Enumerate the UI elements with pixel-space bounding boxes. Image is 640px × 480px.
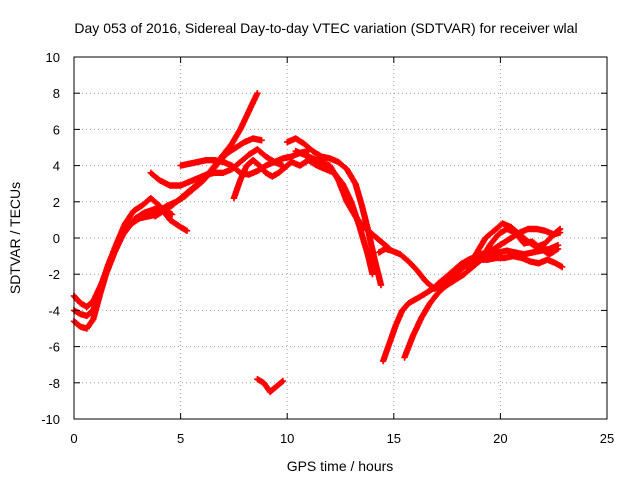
plus-marker-trail [70,205,176,310]
x-tick-label: 20 [493,431,507,446]
x-tick-label: 10 [280,431,294,446]
y-tick-label: 0 [53,231,60,246]
y-axis-label: SDTVAR / TECUs [7,182,23,294]
series-track-7 [177,147,312,178]
plus-marker-trail [292,147,393,253]
plus-marker-trail [465,220,564,271]
series-track-3 [70,205,176,310]
y-tick-label: 4 [53,159,60,174]
y-tick-label: -2 [48,267,60,282]
y-axis-ticks: -10 -8 -6 -4 -2 0 2 4 6 8 10 [41,50,607,427]
series-track-17 [465,220,564,271]
plus-marker-trail [151,90,261,220]
series-track-12 [292,147,393,253]
series-track-9 [254,376,287,396]
y-tick-label: 8 [53,86,60,101]
chart-title: Day 053 of 2016, Sidereal Day-to-day VTE… [74,20,577,36]
y-tick-label: -10 [41,412,60,427]
plus-marker-trail [284,135,385,289]
series-track-6 [156,135,265,215]
data-points [70,90,566,396]
series-track-5 [151,90,261,220]
y-tick-label: -8 [48,376,60,391]
y-tick-label: 6 [53,122,60,137]
x-tick-label: 25 [600,431,614,446]
y-tick-label: -6 [48,340,60,355]
x-tick-label: 15 [387,431,401,446]
series-track-8 [230,157,295,202]
y-tick-label: 2 [53,195,60,210]
x-axis-ticks: 0 5 10 15 20 25 [70,57,614,446]
x-tick-label: 0 [70,431,77,446]
series-track-10 [284,135,385,289]
x-axis-label: GPS time / hours [287,458,394,474]
plus-marker-trail [254,376,287,396]
plus-marker-trail [230,157,295,202]
plus-marker-trail [156,135,265,215]
y-tick-label: -4 [48,303,60,318]
y-tick-label: 10 [46,50,60,65]
x-tick-label: 5 [177,431,184,446]
grid-lines [74,57,607,419]
